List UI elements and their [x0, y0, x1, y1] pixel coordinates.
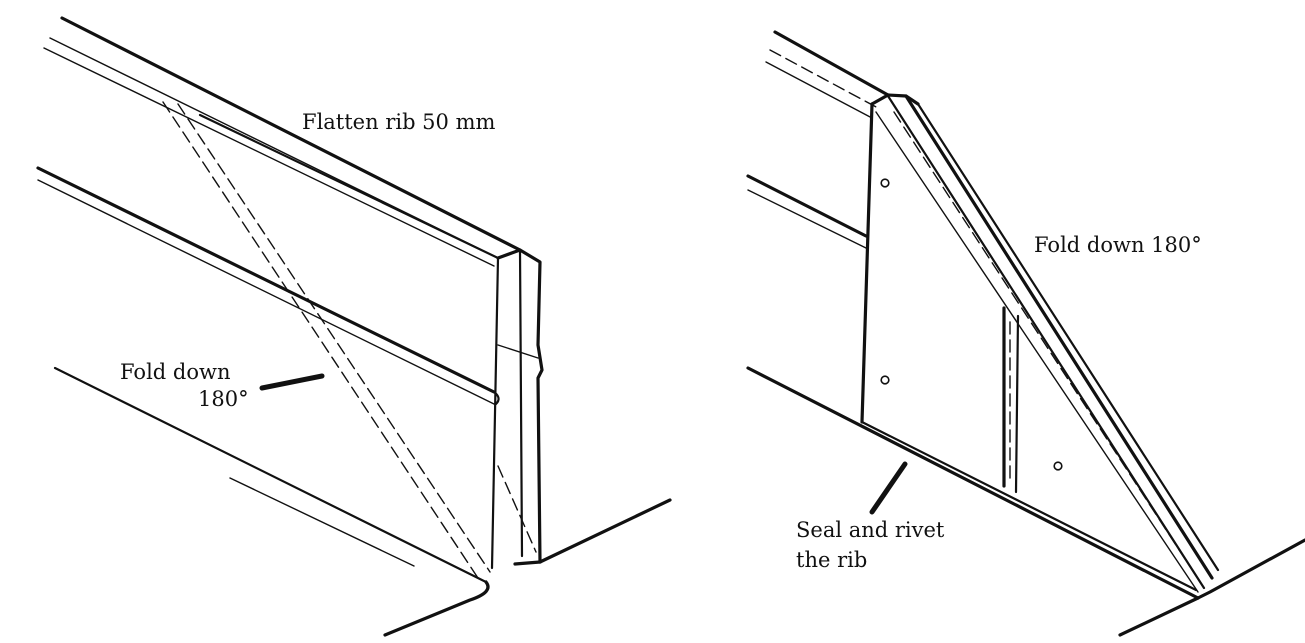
- label-seal-rivet-line1: Seal and rivet: [794, 518, 947, 544]
- label-flatten-rib: Flatten rib 50 mm: [300, 110, 498, 136]
- label-fold-down-left-line1: Fold down: [118, 360, 233, 386]
- label-fold-down-left-line2: 180°: [196, 387, 251, 413]
- label-seal-rivet-line2: the rib: [794, 548, 870, 574]
- label-fold-down-right: Fold down 180°: [1032, 233, 1204, 259]
- left-rib-drawing: [36, 16, 672, 637]
- right-rib-drawing: [746, 30, 1305, 637]
